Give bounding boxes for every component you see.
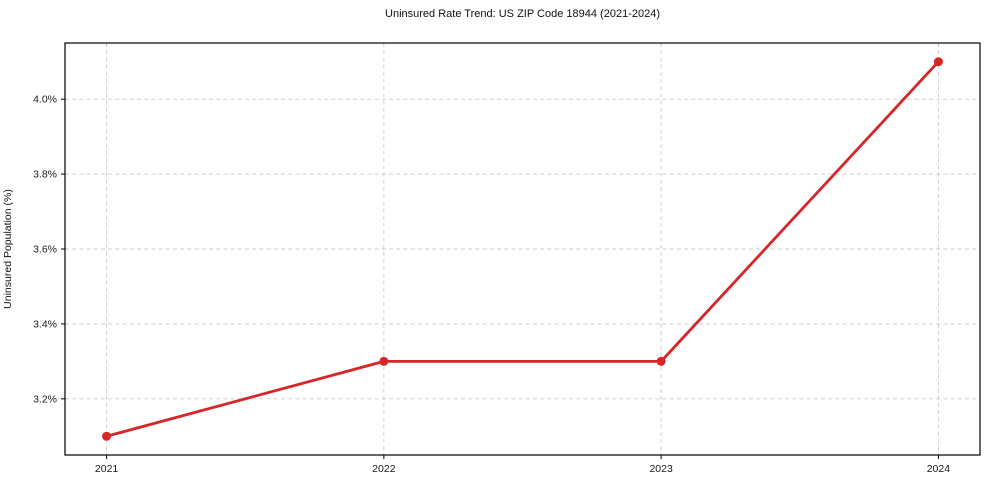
x-tick-label: 2021 [95, 463, 119, 475]
data-line [105, 60, 940, 438]
data-point [933, 57, 943, 67]
data-point [656, 356, 666, 366]
y-tick-label: 3.6% [33, 244, 57, 256]
y-tick-label: 3.2% [33, 393, 57, 405]
y-tick-label: 3.4% [33, 318, 57, 330]
data-point [102, 431, 112, 441]
y-tick-label: 3.8% [33, 169, 57, 181]
x-tick-label: 2022 [372, 463, 396, 475]
data-point [379, 356, 389, 366]
x-tick-label: 2023 [649, 463, 673, 475]
x-tick-label: 2024 [927, 463, 951, 475]
y-tick-label: 4.0% [33, 94, 57, 106]
chart-title: Uninsured Rate Trend: US ZIP Code 18944 … [385, 8, 660, 20]
